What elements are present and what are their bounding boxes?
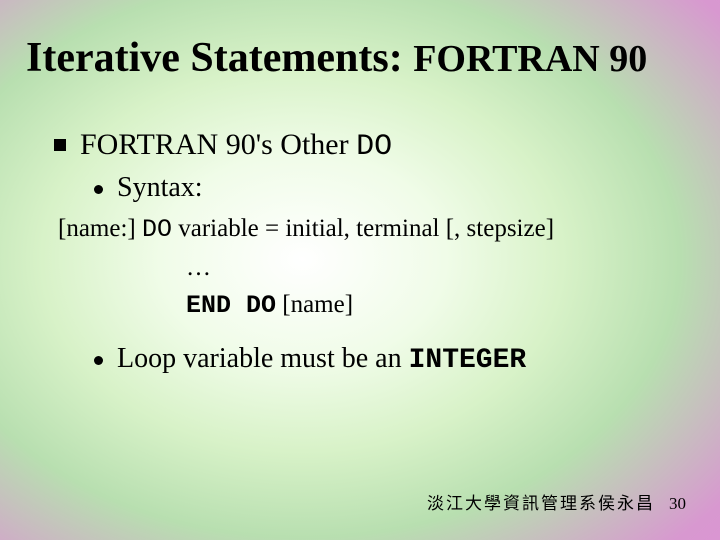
footer-text: 淡江大學資訊管理系侯永昌 — [427, 494, 655, 513]
slide-body: FORTRAN 90's Other DO Syntax: [name:] DO… — [54, 128, 674, 376]
title-sub: FORTRAN 90 — [413, 38, 647, 80]
syntax-line2: … — [186, 249, 674, 287]
syntax-l1-b: DO — [142, 215, 172, 244]
footer: 淡江大學資訊管理系侯永昌 30 — [427, 489, 686, 514]
bullet1-text: FORTRAN 90's Other DO — [80, 128, 392, 164]
title-main: Iterative Statements: — [26, 35, 413, 81]
dot-bullet-icon — [94, 356, 103, 365]
syntax-line3: END DO [name] — [186, 286, 674, 325]
bullet-level2-loopvar: Loop variable must be an INTEGER — [94, 343, 674, 376]
syntax-l3-a: END DO — [186, 291, 276, 320]
bullet1-code: DO — [356, 130, 392, 164]
bullet2-text: Syntax: — [117, 172, 203, 204]
syntax-l1-c: variable = initial, terminal [, stepsize… — [172, 215, 554, 242]
syntax-line1: [name:] DO variable = initial, terminal … — [58, 210, 674, 249]
page-number: 30 — [669, 494, 686, 513]
syntax-l3-b: [name] — [276, 291, 353, 318]
bullet-level1: FORTRAN 90's Other DO — [54, 128, 674, 164]
bullet3-b: INTEGER — [409, 345, 527, 376]
square-bullet-icon — [54, 139, 66, 151]
bullet-level2-syntax: Syntax: — [94, 172, 674, 204]
syntax-block: [name:] DO variable = initial, terminal … — [58, 210, 674, 325]
slide: Iterative Statements: FORTRAN 90 FORTRAN… — [0, 0, 720, 540]
bullet1-pre: FORTRAN 90's Other — [80, 128, 356, 161]
dot-bullet-icon — [94, 185, 103, 194]
syntax-l1-a: [name:] — [58, 215, 142, 242]
bullet3-a: Loop variable must be an — [117, 343, 409, 374]
slide-title: Iterative Statements: FORTRAN 90 — [26, 34, 647, 82]
bullet3-text: Loop variable must be an INTEGER — [117, 343, 526, 376]
